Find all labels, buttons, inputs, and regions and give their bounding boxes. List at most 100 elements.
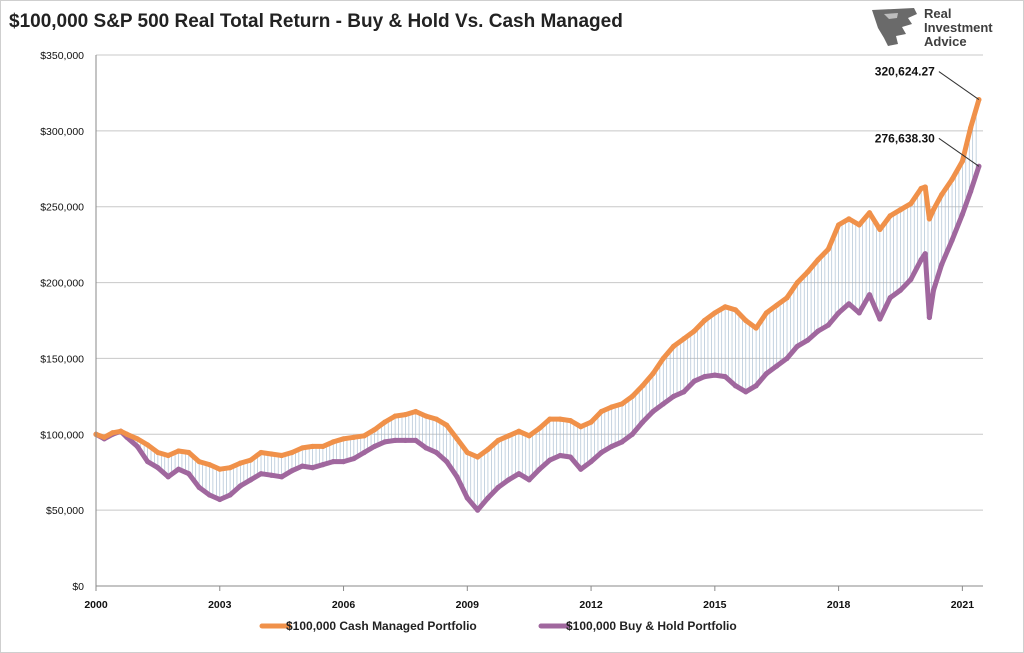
point-buy-hold [567, 454, 574, 460]
point-buy-hold [732, 383, 739, 389]
point-buy-hold [371, 443, 378, 450]
point-buy-hold [681, 389, 687, 395]
annotation-buy-hold-final: 276,638.30 [875, 131, 935, 145]
point-cash-managed [134, 436, 140, 442]
legend-label-cash-managed: $100,000 Cash Managed Portfolio [286, 619, 477, 633]
point-buy-hold [701, 374, 708, 380]
point-cash-managed [268, 451, 274, 457]
point-cash-managed [464, 449, 470, 456]
point-buy-hold [248, 477, 254, 483]
point-cash-managed [926, 216, 932, 222]
legend: $100,000 Cash Managed Portfolio $100,000… [259, 619, 737, 633]
point-buy-hold [578, 466, 584, 472]
point-buy-hold [619, 439, 625, 445]
point-buy-hold [330, 458, 336, 465]
point-cash-managed [330, 439, 336, 445]
point-buy-hold [134, 443, 140, 450]
point-cash-managed [144, 442, 151, 448]
point-cash-managed [939, 191, 945, 198]
point-cash-managed [423, 413, 429, 419]
point-cash-managed [846, 216, 852, 222]
point-cash-managed [320, 443, 326, 450]
point-cash-managed [922, 184, 928, 190]
point-cash-managed [155, 449, 161, 456]
point-cash-managed [763, 310, 770, 316]
x-tick-label: 2018 [827, 599, 851, 611]
point-buy-hold [805, 337, 811, 343]
point-buy-hold [774, 363, 780, 369]
point-cash-managed [516, 428, 522, 434]
point-buy-hold [712, 372, 718, 378]
point-buy-hold [217, 496, 223, 503]
point-buy-hold [144, 458, 151, 465]
point-cash-managed [402, 411, 409, 418]
gridlines [96, 54, 983, 587]
point-buy-hold [939, 261, 945, 267]
point-buy-hold [258, 471, 264, 477]
point-cash-managed [908, 201, 914, 207]
point-cash-managed [732, 307, 739, 313]
y-tick-label: $350,000 [40, 50, 84, 62]
point-buy-hold [516, 471, 522, 477]
point-buy-hold [165, 474, 171, 480]
point-cash-managed [743, 317, 749, 324]
point-cash-managed [897, 207, 904, 213]
point-buy-hold [866, 292, 873, 298]
point-buy-hold [454, 474, 460, 480]
point-buy-hold [175, 466, 182, 472]
point-buy-hold [536, 466, 543, 472]
point-buy-hold [279, 474, 285, 480]
point-cash-managed [557, 416, 563, 422]
point-cash-managed [536, 425, 543, 431]
point-cash-managed [392, 413, 398, 419]
point-cash-managed [701, 317, 708, 324]
point-buy-hold [815, 328, 821, 334]
logo: Real Investment Advice [872, 6, 993, 49]
point-cash-managed [237, 460, 243, 466]
point-buy-hold [968, 188, 974, 195]
y-tick-label: $150,000 [40, 353, 84, 365]
series-line-cash-managed [93, 97, 982, 472]
point-buy-hold [413, 437, 419, 443]
point-cash-managed [794, 279, 800, 286]
point-cash-managed [248, 457, 254, 463]
point-buy-hold [949, 237, 955, 243]
point-buy-hold [402, 437, 409, 443]
point-cash-managed [836, 222, 842, 228]
point-buy-hold [836, 310, 842, 316]
y-tick-label: $200,000 [40, 278, 84, 290]
point-buy-hold [392, 437, 398, 443]
point-cash-managed [670, 343, 677, 349]
point-cash-managed [588, 419, 594, 425]
point-cash-managed [206, 462, 213, 468]
x-tick-label: 2021 [951, 599, 975, 611]
point-cash-managed [784, 295, 790, 301]
point-buy-hold [922, 251, 928, 257]
point-buy-hold [526, 477, 532, 483]
point-buy-hold [825, 322, 831, 328]
point-cash-managed [660, 355, 666, 362]
y-tick-label: $300,000 [40, 126, 84, 138]
y-tick-label: $0 [72, 581, 84, 593]
point-cash-managed [371, 427, 378, 433]
point-cash-managed [774, 302, 780, 308]
point-cash-managed [217, 466, 223, 472]
point-cash-managed [650, 371, 656, 377]
point-cash-managed [485, 446, 491, 453]
point-buy-hold [609, 443, 615, 450]
point-buy-hold [691, 378, 697, 384]
point-buy-hold [237, 483, 243, 489]
point-cash-managed [619, 401, 625, 407]
point-cash-managed [475, 454, 481, 460]
point-cash-managed [361, 433, 367, 439]
x-tick-label: 2015 [703, 599, 727, 611]
logo-text-line1: Real [924, 6, 951, 21]
point-cash-managed [351, 434, 357, 440]
point-buy-hold [856, 310, 862, 316]
point-cash-managed [598, 408, 604, 415]
point-buy-hold [598, 449, 604, 456]
point-cash-managed [949, 176, 955, 183]
point-cash-managed [454, 436, 460, 442]
point-cash-managed [340, 436, 347, 442]
